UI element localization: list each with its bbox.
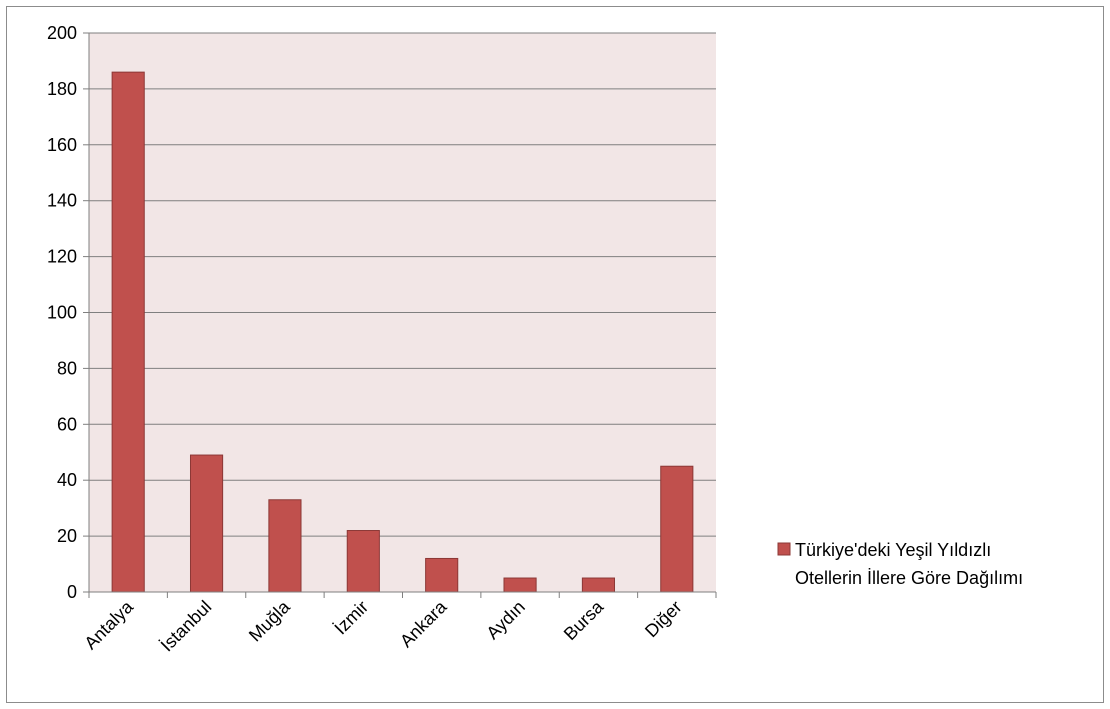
x-category-label: Antalya — [80, 596, 137, 653]
x-category-label: İzmir — [330, 597, 372, 639]
x-category-label: Muğla — [245, 596, 295, 646]
legend-swatch — [777, 542, 791, 556]
gridlines — [89, 32, 716, 537]
y-tick-label: 120 — [47, 247, 77, 267]
y-tick-label: 100 — [47, 303, 77, 323]
y-tick-label: 200 — [47, 23, 77, 43]
bar-5 — [425, 557, 459, 593]
x-category-label: İstanbul — [157, 597, 216, 656]
bar-3 — [268, 499, 302, 593]
y-tick-label: 180 — [47, 79, 77, 99]
x-category-label: Diğer — [641, 597, 686, 642]
bar-2 — [189, 454, 224, 593]
legend: Türkiye'deki Yeşil Yıldızlı Otellerin İl… — [777, 540, 1023, 588]
bar-chart: 0 20 40 60 80 100 120 140 160 180 200 Antalya İstan… — [47, 23, 1023, 655]
y-tick-label: 60 — [57, 414, 77, 434]
bar-4 — [346, 530, 380, 593]
axes — [83, 32, 717, 598]
bar-6 — [503, 577, 537, 593]
y-tick-label: 40 — [57, 470, 77, 490]
y-tick-label: 80 — [57, 358, 77, 378]
x-category-label: Ankara — [396, 596, 451, 651]
y-tick-label: 20 — [57, 526, 77, 546]
bar-7 — [581, 577, 616, 593]
bar-1 — [111, 71, 145, 593]
x-tick-labels: Antalya İstanbul Muğla İzmir Ankara Aydın Burs… — [80, 596, 685, 655]
y-tick-labels: 0 20 40 60 80 100 120 140 160 180 200 — [47, 23, 77, 602]
y-tick-label: 0 — [67, 582, 77, 602]
y-tick-label: 140 — [47, 191, 77, 211]
chart-area: 0 20 40 60 80 100 120 140 160 180 200 Antalya İstan… — [6, 6, 1104, 703]
bar-8 — [660, 465, 694, 593]
legend-label-line1: Türkiye'deki Yeşil Yıldızlı — [795, 540, 991, 560]
x-category-label: Aydın — [482, 597, 528, 643]
y-tick-label: 160 — [47, 135, 77, 155]
legend-label-line2: Otellerin İllere Göre Dağılımı — [795, 568, 1023, 588]
bars — [111, 71, 694, 593]
x-category-label: Bursa — [560, 596, 608, 644]
